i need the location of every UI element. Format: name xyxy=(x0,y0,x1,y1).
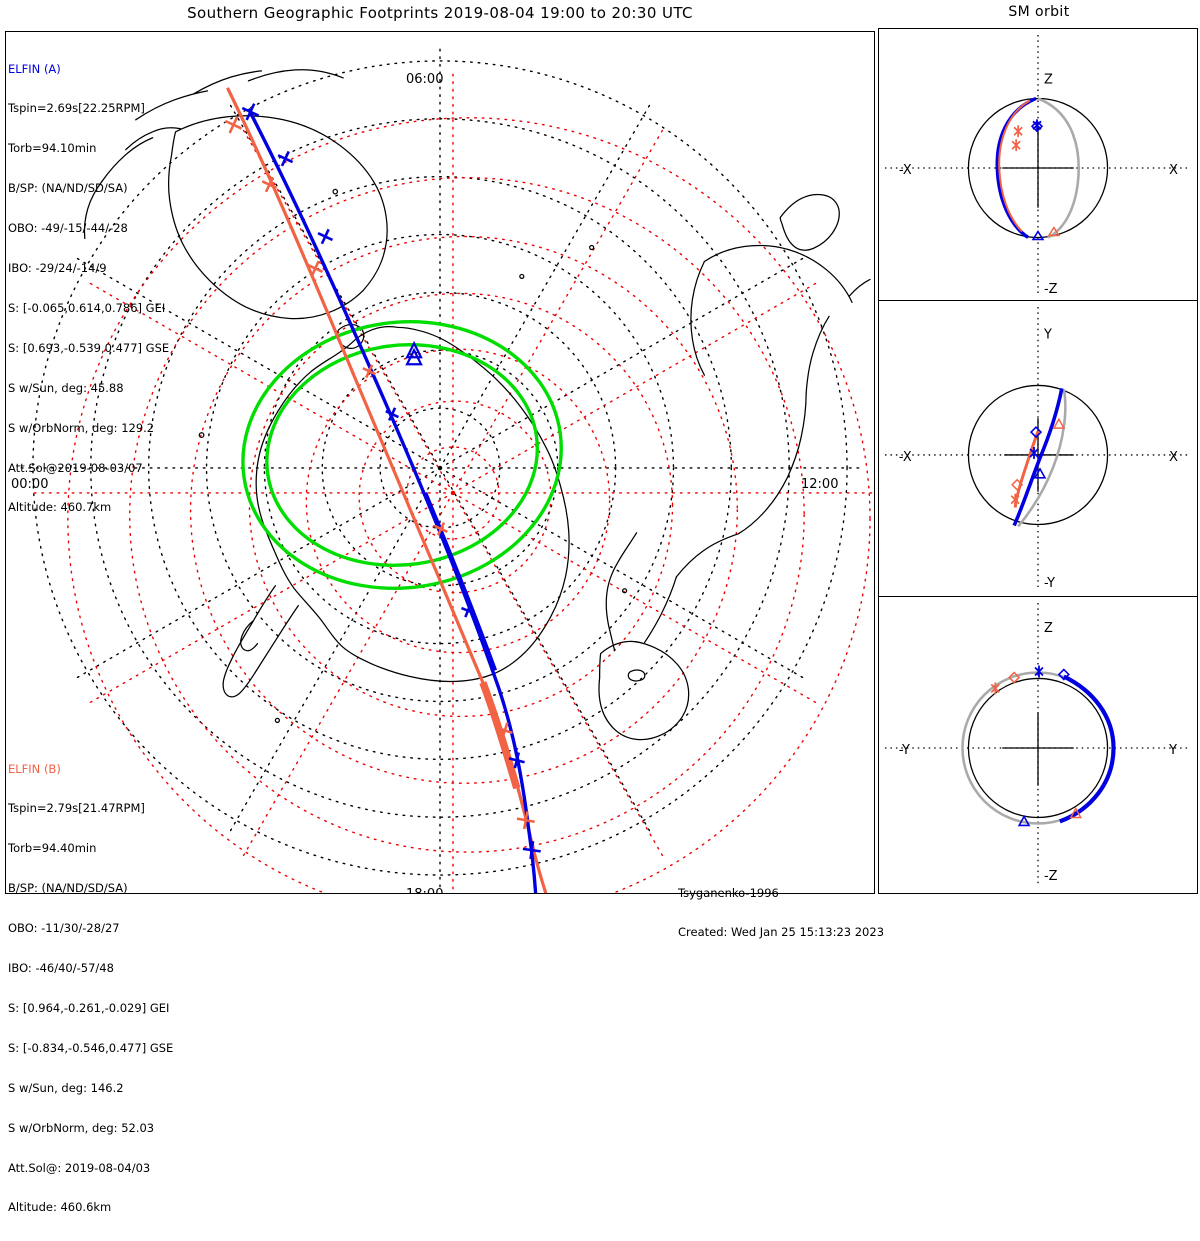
sm-axis-label-up: Z xyxy=(1044,621,1053,636)
elfin-a-line: B/SP: (NA/ND/SD/SA) xyxy=(8,181,128,196)
elfin-b-line: S w/Sun, deg: 146.2 xyxy=(8,1080,124,1095)
elfin-b-line: S w/OrbNorm, deg: 52.03 xyxy=(8,1120,155,1135)
sm-axis-label-down: -Z xyxy=(1044,282,1058,297)
mag-lat-grid xyxy=(67,117,871,893)
auroral-oval xyxy=(241,320,563,590)
sm-panel-xz[interactable]: Z -Z -X X xyxy=(878,28,1198,301)
elfin-b-line: Att.Sol@: 2019-08-04/03 xyxy=(8,1160,151,1175)
elfin-a-line: Altitude: 460.7km xyxy=(8,500,112,515)
marker-end-asterisk-b xyxy=(1011,125,1023,152)
sm-plot-xz: Z -Z -X X xyxy=(884,34,1192,297)
elfin-a-line: S w/Sun, deg: 45.88 xyxy=(8,380,124,395)
marker-start-diamond-a xyxy=(1017,668,1070,827)
elfin-b-line: S: [0.964,-0.261,-0.029] GEI xyxy=(8,1000,170,1015)
elfin-a-line: S: [0.693,-0.539,0.477] GSE xyxy=(8,340,170,355)
sm-axis-label-left: -Y xyxy=(899,743,910,758)
clock-label-bottom: 18:00 xyxy=(406,887,443,893)
sm-panel-yz[interactable]: Z -Z -Y Y xyxy=(878,596,1198,894)
figure-root: Southern Geographic Footprints 2019-08-0… xyxy=(5,4,1198,1215)
marker-end-asterisk-a xyxy=(1032,119,1042,132)
sm-orbit-title: SM orbit xyxy=(1008,4,1070,20)
sm-axis-label-right: X xyxy=(1169,163,1178,178)
clock-label-left: 00:00 xyxy=(11,477,49,492)
elfin-a-line: Torb=94.10min xyxy=(8,141,97,156)
sm-axis-label-right: Y xyxy=(1168,743,1177,758)
marker-end-asterisk-b xyxy=(1010,493,1020,506)
elfin-b-tick-marks xyxy=(224,116,535,830)
elfin-a-line: Att.Sol@2019-08-03/07 xyxy=(8,460,143,475)
model-name: Tsyganenko-1996 xyxy=(678,885,779,900)
map-plot xyxy=(16,44,874,893)
elfin-a-line: S w/OrbNorm, deg: 129.2 xyxy=(8,420,155,435)
coastlines xyxy=(83,69,871,741)
elfin-a-line: S: [-0.065,0.614,0.786] GEI xyxy=(8,300,166,315)
elfin-a-line: Tspin=2.69s[22.25RPM] xyxy=(8,101,145,116)
earth-circle xyxy=(967,677,1109,819)
elfin-b-line: S: [-0.834,-0.546,0.477] GSE xyxy=(8,1040,174,1055)
sm-axis-label-left: -X xyxy=(899,450,912,465)
elfin-b-line: IBO: -46/40/-57/48 xyxy=(8,961,114,976)
marker-end-asterisk-a xyxy=(1034,665,1044,678)
sm-axis-label-right: X xyxy=(1169,450,1178,465)
sm-plot-yz: Z -Z -Y Y xyxy=(884,602,1192,888)
elfin-a-tick-marks xyxy=(241,103,541,860)
sm-axis-label-left: -X xyxy=(899,163,912,178)
elfin-b-track xyxy=(226,87,548,893)
elfin-b-line: Altitude: 460.6km xyxy=(8,1200,112,1215)
earth-circle xyxy=(967,384,1109,526)
elfin-b-label: ELFIN (B) xyxy=(8,761,61,776)
elfin-a-label: ELFIN (A) xyxy=(8,61,61,76)
elfin-b-line: Tspin=2.79s[21.47RPM] xyxy=(8,801,145,816)
map-panel[interactable]: 06:00 12:00 18:00 00:00 xyxy=(5,31,875,894)
marker-start-diamond-a xyxy=(1029,426,1047,479)
elfin-a-line: OBO: -49/-15/-44/-28 xyxy=(8,221,128,236)
sm-axis-label-down: -Z xyxy=(1044,869,1058,884)
orbit-elfin-a-yz xyxy=(1059,674,1116,824)
mag-lon-grid xyxy=(31,71,874,893)
sm-axis-label-up: Y xyxy=(1043,328,1052,343)
marker-triangle-b xyxy=(1008,671,1082,819)
sm-panel-xy[interactable]: Y -Y -X X xyxy=(878,300,1198,597)
elfin-b-line: Torb=94.40min xyxy=(8,841,97,856)
elfin-a-line: IBO: -29/24/-14/9 xyxy=(8,261,107,276)
orbit-gray-xy xyxy=(1017,389,1067,528)
clock-label-right: 12:00 xyxy=(801,477,839,492)
clock-label-top: 06:00 xyxy=(406,72,444,87)
sm-axis-label-down: -Y xyxy=(1044,576,1055,591)
elfin-b-line: B/SP: (NA/ND/SD/SA) xyxy=(8,881,128,896)
elfin-a-info: ELFIN (A) Tspin=2.69s[22.25RPM] Torb=94.… xyxy=(8,36,169,541)
marker-triangle-b xyxy=(1047,226,1061,237)
elfin-a-track xyxy=(246,108,538,893)
page-title: Southern Geographic Footprints 2019-08-0… xyxy=(187,4,693,22)
sm-plot-xy: Y -Y -X X xyxy=(884,306,1192,591)
view-center-triangles xyxy=(405,340,423,366)
footer-info: Tsyganenko-1996 Created: Wed Jan 25 15:1… xyxy=(678,860,884,966)
elfin-b-line: OBO: -11/30/-28/27 xyxy=(8,921,120,936)
orbit-elfin-b-xz xyxy=(998,99,1031,233)
marker-triangle-b xyxy=(1011,417,1066,491)
elfin-b-info: ELFIN (B) Tspin=2.79s[21.47RPM] Torb=94.… xyxy=(8,736,173,1241)
orbit-gray-xz xyxy=(1037,97,1080,239)
created-timestamp: Created: Wed Jan 25 15:13:23 2023 xyxy=(678,925,885,940)
orbit-elfin-a-xy xyxy=(1012,388,1064,527)
marker-end-asterisk-b xyxy=(990,682,1000,695)
sm-axis-label-up: Z xyxy=(1044,73,1053,88)
marker-end-asterisk-a xyxy=(1029,447,1039,459)
